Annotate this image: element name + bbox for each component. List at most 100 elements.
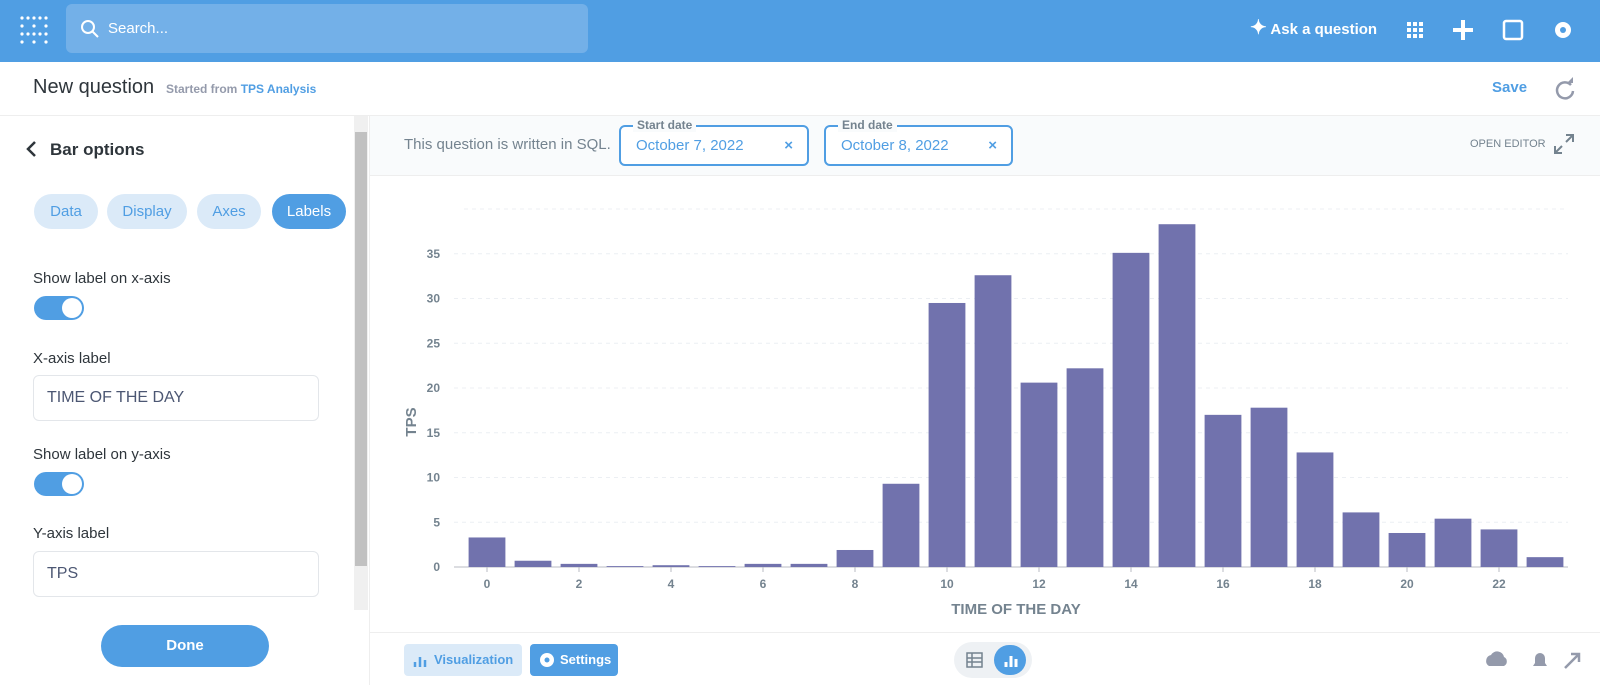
view-toggle[interactable] (954, 642, 1032, 678)
x-tick-label: 10 (940, 577, 954, 591)
y-tick-label: 35 (427, 247, 441, 261)
bar (652, 565, 690, 567)
y-label-input[interactable]: TPS (33, 551, 319, 597)
x-tick-label: 2 (576, 577, 583, 591)
bar (1434, 518, 1472, 567)
end-date-value: October 8, 2022 (841, 137, 949, 154)
bar (514, 560, 552, 567)
started-from: Started from TPS Analysis (166, 82, 316, 96)
x-tick-label: 16 (1216, 577, 1230, 591)
x-label-input[interactable]: TIME OF THE DAY (33, 375, 319, 421)
sql-note: This question is written in SQL. (404, 136, 611, 153)
save-button[interactable]: Save (1492, 79, 1528, 96)
bar (928, 302, 966, 567)
bar (606, 566, 644, 567)
bar (1296, 452, 1334, 567)
bar (1020, 382, 1058, 567)
bar (1526, 557, 1564, 567)
start-date-filter[interactable]: Start date October 7, 2022 × (619, 118, 809, 166)
y-axis-label: TPS (403, 407, 420, 436)
bar (1342, 512, 1380, 567)
x-tick-label: 12 (1032, 577, 1046, 591)
tab[interactable]: Labels (272, 194, 346, 229)
x-tick-label: 20 (1400, 577, 1414, 591)
scrollbar (354, 116, 368, 610)
visualization-button[interactable]: Visualization (404, 644, 522, 676)
top-nav: Search... ✦ Ask a question (0, 0, 1600, 62)
browse-icon[interactable] (1502, 19, 1524, 41)
x-tick-label: 0 (484, 577, 491, 591)
alert-icon[interactable] (1533, 653, 1547, 668)
bar (1066, 368, 1104, 567)
y-label-title: Y-axis label (33, 525, 110, 542)
started-from-text: Started from (166, 82, 238, 96)
new-icon[interactable] (1453, 20, 1473, 40)
open-icon[interactable] (1564, 652, 1581, 669)
refresh-icon[interactable] (1553, 77, 1577, 101)
source-link[interactable]: TPS Analysis (240, 82, 317, 96)
logo (20, 16, 48, 44)
settings-text: Settings (560, 652, 612, 667)
tab[interactable]: Display (107, 194, 187, 229)
end-date-label: End date (838, 118, 897, 132)
y-tick-label: 20 (427, 381, 441, 395)
x-axis-label: TIME OF THE DAY (951, 601, 1080, 618)
search-placeholder: Search... (108, 20, 169, 37)
bar (1480, 529, 1518, 567)
x-tick-label: 22 (1492, 577, 1506, 591)
start-date-label: Start date (633, 118, 697, 132)
ask-button[interactable]: ✦ Ask a question (1250, 17, 1378, 39)
back-icon[interactable] (24, 140, 40, 158)
bar (1158, 224, 1196, 567)
y-toggle-label: Show label on y-axis (33, 446, 171, 463)
question-header: New question Started from TPS Analysis S… (0, 62, 1600, 116)
bar (836, 549, 874, 567)
x-toggle[interactable] (34, 296, 84, 320)
bar (1250, 407, 1288, 567)
y-toggle[interactable] (34, 472, 84, 496)
bar (882, 483, 920, 567)
ask-text: Ask a question (1270, 21, 1378, 38)
y-tick-label: 15 (427, 426, 441, 440)
bar (1204, 414, 1242, 567)
done-button[interactable]: Done (101, 625, 269, 667)
y-tick-label: 10 (427, 471, 441, 485)
tab[interactable]: Axes (197, 194, 261, 229)
bar (744, 563, 782, 567)
download-icon[interactable] (1486, 651, 1507, 666)
y-tick-label: 5 (433, 515, 440, 529)
bar (1388, 532, 1426, 567)
x-toggle-label: Show label on x-axis (33, 270, 171, 287)
x-tick-label: 18 (1308, 577, 1322, 591)
x-tick-label: 14 (1124, 577, 1138, 591)
tab[interactable]: Data (34, 194, 98, 229)
bar (1112, 252, 1150, 567)
apps-icon[interactable] (1407, 22, 1423, 38)
bar (698, 566, 736, 567)
open-editor[interactable]: OPEN EDITOR (1470, 138, 1546, 150)
question-title: New question (33, 76, 155, 98)
bar (790, 563, 828, 567)
sidebar: Bar options (0, 116, 370, 685)
expand-icon[interactable] (1552, 132, 1576, 156)
start-date-value: October 7, 2022 (636, 137, 744, 154)
visualization-text: Visualization (434, 652, 514, 667)
nav-icons (1407, 19, 1571, 41)
chart: 0 5 10 15 20 25 30 35 0 2 4 6 8 10 12 14 16 18 20 22 TIME OF… (403, 208, 1568, 618)
search-icon (81, 20, 99, 38)
search-bar[interactable]: Search... (66, 4, 588, 53)
bar (974, 275, 1012, 567)
y-tick-label: 25 (427, 336, 441, 350)
sidebar-title: Bar options (50, 140, 145, 159)
end-date-filter[interactable]: End date October 8, 2022 × (824, 118, 1013, 166)
x-tick-label: 6 (760, 577, 767, 591)
footer-icons (1486, 651, 1581, 669)
bar (560, 563, 598, 567)
y-tick-label: 30 (427, 292, 441, 306)
settings-button[interactable]: Settings (530, 644, 618, 676)
x-label-title: X-axis label (33, 350, 111, 367)
x-tick-label: 8 (852, 577, 859, 591)
y-tick-label: 0 (433, 560, 440, 574)
x-tick-label: 4 (668, 577, 675, 591)
